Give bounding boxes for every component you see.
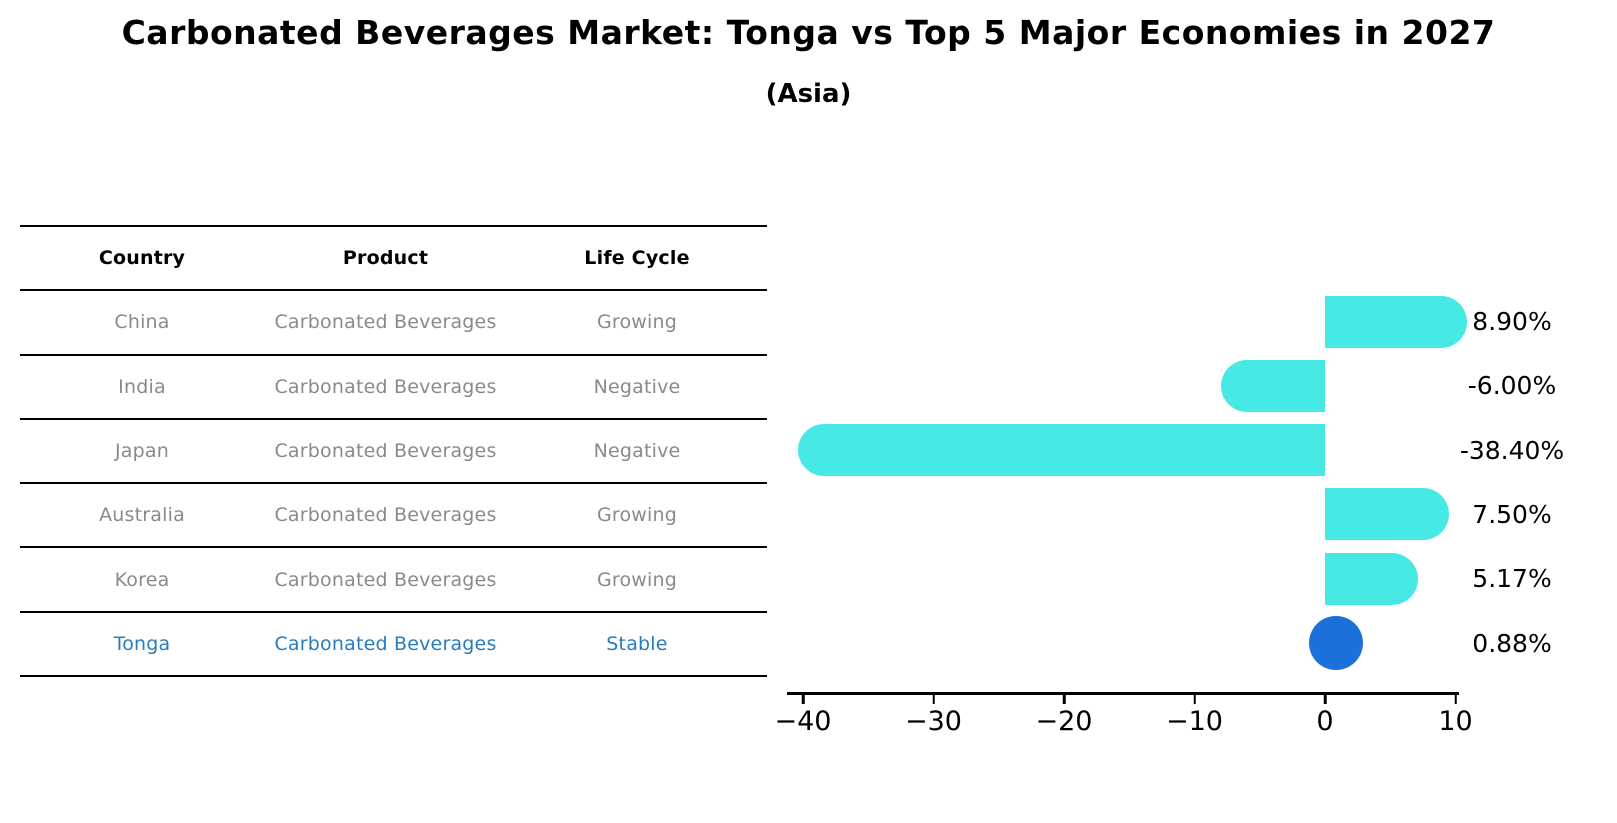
column-header-life_cycle: Life Cycle: [584, 247, 690, 270]
x-axis-tick: [1454, 694, 1457, 704]
table-row: Australia Carbonated Beverages Growing: [20, 484, 767, 549]
cell-country: Tonga: [113, 632, 171, 655]
bar-australia: [1325, 488, 1449, 541]
column-header-country: Country: [98, 247, 186, 270]
bar-value-label: -6.00%: [1467, 371, 1557, 401]
cell-life_cycle: Negative: [593, 375, 681, 398]
cell-life_cycle: Growing: [596, 311, 678, 334]
bar-japan: [797, 424, 1325, 477]
x-axis-tick-label: 0: [1316, 706, 1334, 737]
cell-life_cycle: Growing: [596, 568, 678, 591]
x-axis-tick-label: −20: [1035, 706, 1093, 737]
cell-product: Carbonated Beverages: [274, 632, 497, 655]
x-axis-tick-label: −40: [774, 706, 832, 737]
table-row: Tonga Carbonated Beverages Stable: [20, 613, 767, 678]
table-row: India Carbonated Beverages Negative: [20, 356, 767, 420]
cell-country: Japan: [115, 440, 169, 463]
bar-value-label: 5.17%: [1472, 564, 1552, 594]
growth-bar-chart: 8.90% -6.00% -38.40% 7.50% 5.17% 0.88% −40 −30 −…: [775, 200, 1617, 760]
bar-korea: [1325, 552, 1419, 605]
x-axis-tick: [1062, 694, 1066, 704]
table-header-row: Country Product Life Cycle: [20, 227, 767, 292]
table-row: Japan Carbonated Beverages Negative: [20, 420, 767, 485]
cell-country: China: [114, 311, 170, 334]
bar-value-label: -38.40%: [1459, 435, 1565, 465]
x-axis-tick: [1323, 694, 1327, 704]
table-row: China Carbonated Beverages Growing: [20, 291, 767, 356]
cell-life_cycle: Stable: [606, 632, 668, 655]
table-row: Korea Carbonated Beverages Growing: [20, 548, 767, 613]
bar-china: [1325, 295, 1468, 348]
x-axis-tick: [1193, 694, 1196, 704]
page-subtitle: (Asia): [765, 79, 852, 109]
bar-value-label: 0.88%: [1472, 628, 1552, 658]
bar-value-label: 8.90%: [1472, 307, 1552, 336]
cell-life_cycle: Negative: [593, 440, 681, 463]
bar-india: [1220, 359, 1325, 412]
cell-product: Carbonated Beverages: [274, 504, 497, 527]
page-title: Carbonated Beverages Market: Tonga vs To…: [121, 13, 1496, 52]
cell-country: Australia: [99, 504, 185, 527]
x-axis-tick: [801, 694, 805, 704]
cell-life_cycle: Growing: [596, 504, 678, 527]
cell-product: Carbonated Beverages: [274, 311, 497, 334]
cell-product: Carbonated Beverages: [274, 440, 497, 463]
x-axis-line: [787, 692, 1459, 695]
cell-product: Carbonated Beverages: [274, 375, 497, 398]
x-axis-tick: [932, 694, 935, 704]
cell-country: Korea: [114, 568, 170, 591]
x-axis-tick-label: 10: [1438, 706, 1473, 737]
country-table: Country Product Life Cycle China Carbonated …: [20, 225, 767, 678]
highlight-marker-tonga: [1309, 616, 1364, 670]
x-axis-tick-label: −30: [905, 706, 962, 737]
cell-country: India: [118, 375, 166, 398]
cell-product: Carbonated Beverages: [274, 568, 497, 591]
column-header-product: Product: [342, 247, 429, 270]
x-axis-tick-label: −10: [1166, 706, 1223, 737]
bar-value-label: 7.50%: [1472, 499, 1552, 529]
